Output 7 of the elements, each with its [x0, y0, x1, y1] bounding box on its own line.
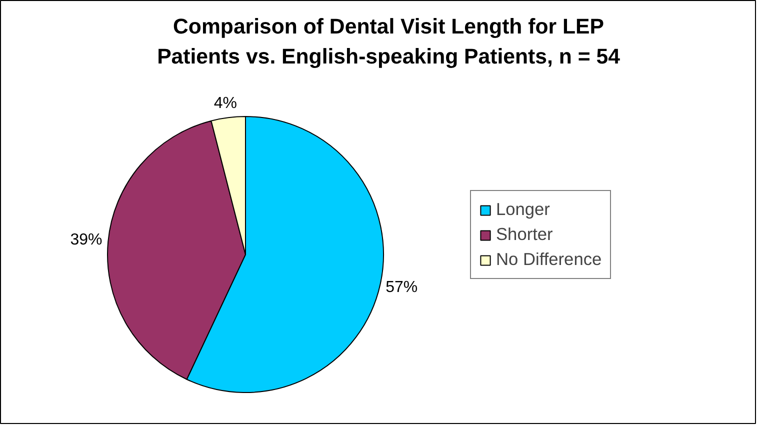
- data-label: 57%: [386, 279, 418, 296]
- data-label: 39%: [70, 232, 102, 249]
- data-label: 4%: [214, 95, 238, 112]
- legend-label: Longer: [496, 199, 550, 220]
- chart-title: Comparison of Dental Visit Length for LEP Patients vs. English-speaking Patients, n = 54: [157, 14, 620, 68]
- legend-label: Shorter: [496, 224, 553, 245]
- legend-label: No Difference: [496, 249, 602, 270]
